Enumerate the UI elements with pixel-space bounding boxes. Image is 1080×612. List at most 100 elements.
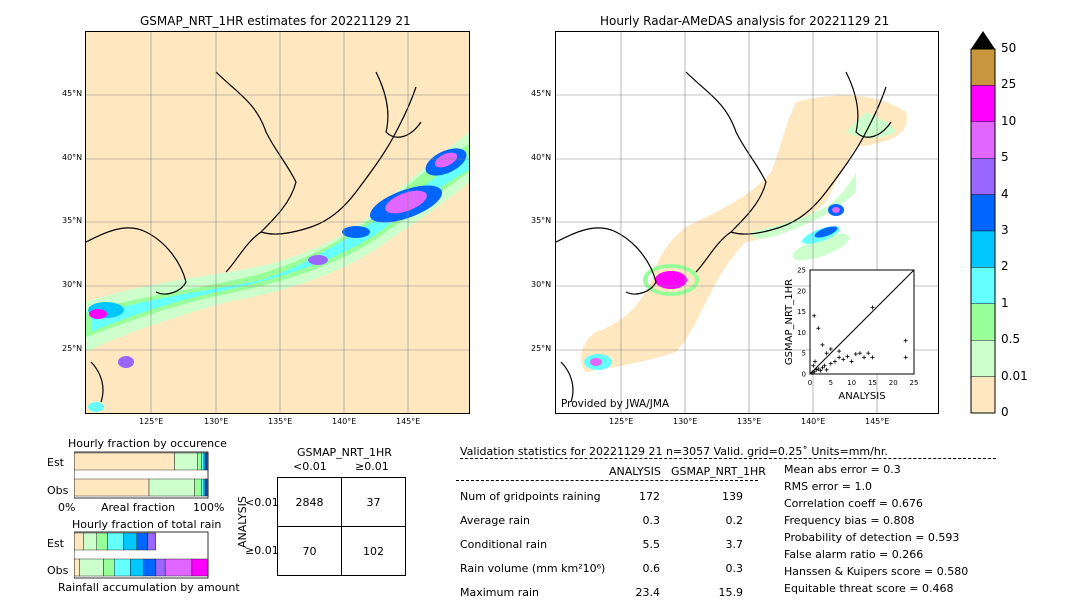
scatter-point [866, 351, 871, 356]
score-line: Equitable threat score = 0.468 [784, 582, 954, 595]
validation-label: Maximum rain [460, 586, 539, 599]
fraction-segment [103, 558, 115, 577]
colorbar-label: 1 [1001, 295, 1009, 310]
validation-value: 172 [639, 490, 660, 503]
scatter-y-tick: 5 [802, 350, 806, 358]
colorbar-block [970, 267, 996, 304]
scatter-y-tick: 0 [802, 371, 806, 379]
scatter-point [870, 355, 875, 360]
fraction-segment [74, 452, 175, 471]
colorbar-block [970, 303, 996, 341]
validation-value: 15.9 [718, 586, 744, 599]
validation-value: 139 [722, 490, 743, 503]
validation-underline [456, 480, 758, 481]
left-lat-tick: 45°N [62, 89, 83, 98]
scatter-point [903, 355, 908, 360]
colorbar-block [970, 230, 996, 268]
fraction-segment [201, 452, 205, 471]
colorbar-label: 3 [1001, 223, 1009, 237]
scatter-point [822, 363, 827, 368]
colorbar-label: 0.5 [1001, 332, 1021, 347]
colorbar-block [970, 85, 996, 123]
validation-label: Num of gridpoints raining [460, 490, 601, 503]
validation-value: 0.6 [642, 562, 661, 575]
scatter-y-tick: 15 [797, 308, 806, 316]
scatter-point [849, 359, 854, 364]
colorbar-block [970, 48, 996, 86]
colorbar-label: 4 [1001, 186, 1009, 201]
scatter-point [812, 359, 817, 364]
fraction-segment [194, 478, 202, 497]
occurrence-bars [74, 451, 209, 499]
rain-axis-label: Rainfall accumulation by amount [58, 581, 240, 594]
fraction-segment [74, 558, 80, 577]
left-lon-tick: 135°E [268, 417, 293, 426]
score-line: Correlation coeff = 0.676 [784, 497, 923, 510]
rain-obs-label: Obs [47, 564, 69, 577]
fraction-segment [197, 452, 202, 471]
scatter-ylabel: GSMAP_NRT_1HR [784, 279, 795, 365]
scatter-point [824, 367, 829, 372]
score-line: False alarm ratio = 0.266 [784, 548, 924, 561]
fraction-segment [123, 532, 138, 551]
fraction-segment [205, 452, 207, 471]
contingency-table: 2848 37 70 102 [277, 477, 406, 576]
scatter-point [845, 354, 850, 359]
scatter-y-tick: 20 [797, 287, 806, 295]
left-lon-tick: 145°E [396, 417, 421, 426]
rain-est-label: Est [47, 537, 64, 550]
right-lon-tick: 145°E [865, 417, 890, 426]
scatter-point [832, 359, 837, 364]
occ-obs-label: Obs [47, 484, 69, 497]
scatter-y-tick: 25 [797, 267, 806, 275]
fraction-segment [143, 558, 156, 577]
validation-value: 0.3 [725, 562, 744, 575]
scatter-point [870, 305, 875, 310]
scatter-point [816, 367, 821, 372]
validation-value: 5.5 [642, 538, 661, 551]
right-lon-tick: 125°E [609, 417, 634, 426]
right-lon-tick: 140°E [801, 417, 826, 426]
fraction-segment [174, 452, 198, 471]
validation-header: Validation statistics for 20221129 21 n=… [460, 445, 888, 458]
fraction-segment [79, 558, 104, 577]
right-lat-tick: 30°N [531, 280, 552, 289]
right-lat-tick: 45°N [531, 89, 552, 98]
colorbar-label: 2 [1001, 259, 1009, 274]
scatter-point [811, 363, 816, 368]
left-lon-tick: 140°E [332, 417, 357, 426]
fraction-segment [203, 478, 206, 497]
colorbar-label: 0 [1001, 405, 1009, 419]
fraction-segment [203, 452, 206, 471]
colorbar-block [970, 121, 996, 159]
scatter-x-tick: 25 [910, 379, 919, 387]
fraction-segment [83, 532, 97, 551]
scatter-point [862, 355, 867, 360]
right-lon-tick: 135°E [737, 417, 762, 426]
colorbar-label: 5 [1001, 150, 1009, 165]
scatter-point [820, 365, 825, 370]
right-lon-tick: 130°E [673, 417, 698, 426]
contingency-header: GSMAP_NRT_1HR [297, 446, 392, 459]
fraction-segment [155, 558, 166, 577]
fraction-segment [147, 532, 156, 551]
score-line: Mean abs error = 0.3 [784, 463, 901, 476]
colorbar [970, 31, 996, 414]
validation-value: 0.3 [642, 514, 661, 527]
scatter-point [820, 342, 825, 347]
colorbar-label: 50 [1001, 41, 1017, 55]
scatter-x-tick: 5 [829, 379, 833, 387]
fraction-segment [164, 558, 193, 577]
scatter-point [816, 326, 821, 331]
fraction-segment [148, 478, 195, 497]
rain-fraction-title: Hourly fraction of total rain [72, 518, 222, 531]
contingency-col-label: ≥0.01 [355, 460, 389, 473]
scatter-point [812, 369, 817, 374]
occ-est-label: Est [47, 456, 64, 469]
scatter-point [837, 349, 842, 354]
rain-fraction-bars [74, 531, 209, 579]
contingency-cell: 2848 [277, 477, 342, 527]
right-lat-tick: 40°N [531, 153, 552, 162]
scatter-point [903, 338, 908, 343]
score-line: Frequency bias = 0.808 [784, 514, 915, 527]
